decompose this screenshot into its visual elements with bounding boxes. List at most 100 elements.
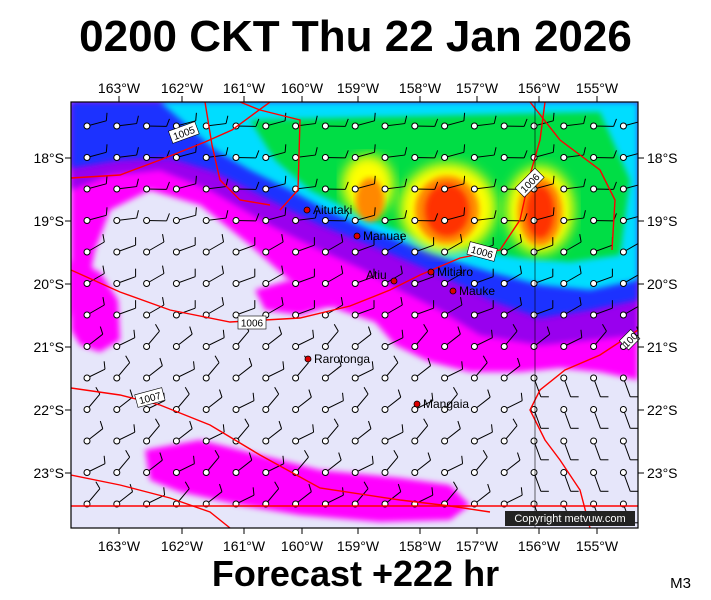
wind-barb (381, 389, 402, 413)
lat-label: 22°S (33, 402, 64, 418)
weather-map: 1005 1006 1006 1006 1007 100 AitutakiMan… (33, 80, 678, 554)
wind-barb (441, 265, 463, 287)
wind-barb (470, 147, 497, 161)
lat-labels-left: 18°S 19°S 20°S 21°S 22°S 23°S (33, 150, 64, 481)
place-mauke: Mauke (449, 284, 495, 298)
place-label: Mauke (459, 284, 495, 298)
wind-barb (202, 178, 229, 193)
wind-barbs (83, 112, 638, 524)
wind-barb (292, 300, 315, 319)
place-manuae: Manuae (353, 229, 407, 243)
lon-label: 157°W (456, 538, 499, 554)
wind-barb (202, 389, 223, 413)
lon-label: 159°W (337, 80, 380, 96)
place-aitutaki: Aitutaki (303, 203, 352, 217)
place-label: Mitiaro (437, 265, 473, 279)
wind-barb (500, 418, 518, 445)
wind-barb (172, 300, 196, 319)
wind-barb (83, 207, 108, 224)
wind-barb (500, 150, 528, 161)
wind-barb (530, 374, 549, 398)
wind-barb (381, 234, 403, 256)
wind-barb (441, 455, 464, 476)
place-mitiaro: Mitiaro (427, 265, 473, 279)
wind-barb (321, 234, 344, 256)
wind-barb (619, 406, 638, 429)
wind-barb (530, 112, 555, 130)
wind-barb (232, 181, 260, 193)
wind-barb (113, 147, 139, 161)
wind-barb (232, 452, 253, 476)
wind-barb (411, 300, 435, 319)
wind-barb (411, 237, 435, 256)
lon-labels-bottom: 163°W 162°W 161°W 160°W 159°W 158°W 157°… (98, 538, 619, 554)
isobar-1007-b (71, 474, 231, 528)
lon-label: 159°W (337, 538, 380, 554)
wind-cell-orange-3 (356, 178, 384, 222)
wind-barb (321, 297, 344, 319)
isobar-label: 1006 (241, 319, 264, 330)
isobar-1007 (71, 387, 491, 513)
lat-label: 21°S (647, 339, 678, 355)
model-label: M3 (670, 575, 691, 592)
wind-barb (262, 326, 283, 350)
wind-barb (411, 418, 429, 445)
wind-barb (381, 297, 403, 319)
lon-label: 158°W (399, 538, 442, 554)
copyright-text: Copyright metvuw.com (514, 513, 625, 525)
wind-barb (530, 300, 554, 319)
wind-barb (381, 210, 408, 224)
wind-barb (113, 237, 137, 256)
wind-barb (202, 147, 229, 161)
wind-barb (143, 324, 160, 350)
lon-label: 163°W (98, 538, 141, 554)
wind-barb (560, 210, 586, 224)
wind-barb (590, 437, 609, 461)
wind-barb (292, 389, 312, 413)
wind-barb (381, 329, 404, 350)
wind-barb (411, 150, 439, 161)
wind-barb (381, 178, 408, 193)
wind-barb (321, 118, 349, 130)
wind-barb (262, 387, 280, 413)
wind-barb (500, 118, 528, 130)
wind-barb (441, 175, 466, 193)
wind-barb (232, 487, 255, 508)
wind-barb (83, 175, 108, 193)
wind-barb (83, 361, 106, 382)
wind-barb (619, 469, 638, 492)
wind-barb (560, 234, 582, 256)
wind-barb (590, 268, 613, 287)
wind-barb (83, 144, 108, 161)
isobar-1006-north (239, 102, 301, 211)
wind-barb (590, 324, 607, 350)
wind-barb (113, 389, 134, 413)
wind-barb (560, 329, 583, 350)
isobar-1006-east2 (529, 329, 638, 528)
wind-barb (262, 265, 284, 287)
wind-barb (172, 420, 193, 445)
wind-barb (172, 175, 197, 193)
map-title: 0200 CKT Thu 22 Jan 2026 (79, 12, 632, 61)
place-label: Rarotonga (314, 352, 370, 366)
lon-label: 162°W (161, 80, 204, 96)
wind-barb (470, 389, 491, 413)
isobar-1005 (71, 102, 271, 179)
wind-barb (113, 424, 136, 445)
wind-barb (411, 181, 439, 193)
wind-barb (470, 300, 494, 319)
wind-barb (83, 420, 104, 445)
wind-barb (202, 355, 220, 382)
lon-label: 156°W (518, 80, 561, 96)
wind-barb (232, 392, 255, 413)
wind-barb (172, 268, 196, 287)
wind-barb (470, 210, 497, 224)
wind-barb (321, 150, 349, 161)
wind-patch-magenta-west (71, 260, 120, 352)
wind-barb (172, 455, 195, 476)
wind-barb (560, 374, 579, 398)
forecast-label: Forecast +222 hr (211, 553, 500, 594)
wind-barb (202, 234, 225, 256)
wind-barb (351, 144, 376, 161)
wind-barb (321, 265, 344, 287)
